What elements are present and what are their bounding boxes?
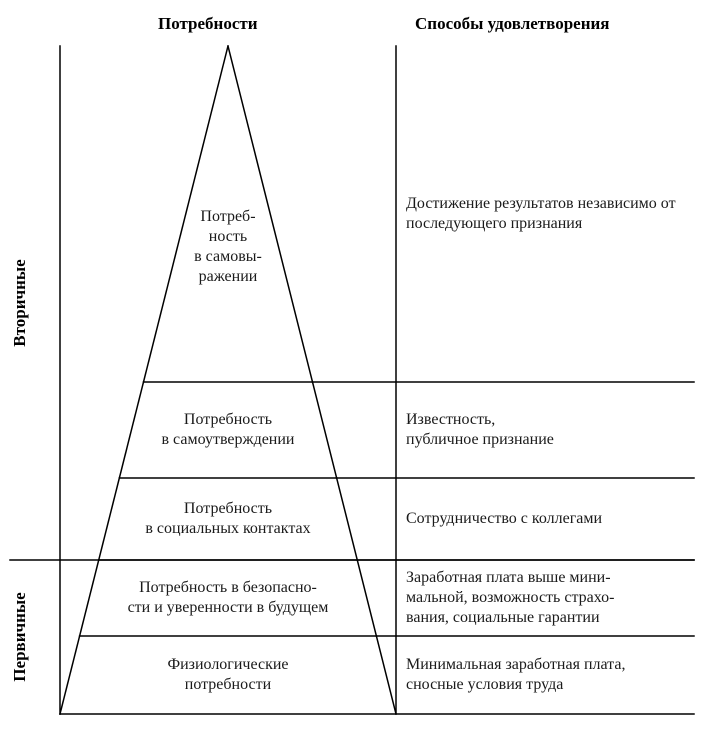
need-row-0: Потреб-ностьв самовы-ражении [177,207,279,376]
satisfy-row-0: Достижение результатов независимо от пос… [400,46,696,382]
need-row-3: Потребность в безопасно-сти и уверенност… [93,560,363,636]
group-label-upper: Вторичные [10,243,34,363]
header-satisfaction: Способы удовлетворения [415,14,610,34]
need-row-2: Потребностьв социальных контактах [113,478,343,560]
need-row-4: Физиологическиепотребности [74,636,382,714]
satisfy-row-3: Заработная плата выше мини-мальной, возм… [400,560,696,636]
group-label-lower: Первичные [10,577,34,697]
diagram-stage: Потребности Способы удовлетворения Вторичн… [0,0,704,733]
satisfy-row-4: Минимальная заработная плата,сносные усл… [400,636,696,714]
satisfy-row-2: Сотрудничество с коллегами [400,478,696,560]
header-needs: Потребности [158,14,258,34]
need-row-1: Потребностьв самоутверждении [135,382,320,478]
satisfy-row-1: Известность,публичное признание [400,382,696,478]
